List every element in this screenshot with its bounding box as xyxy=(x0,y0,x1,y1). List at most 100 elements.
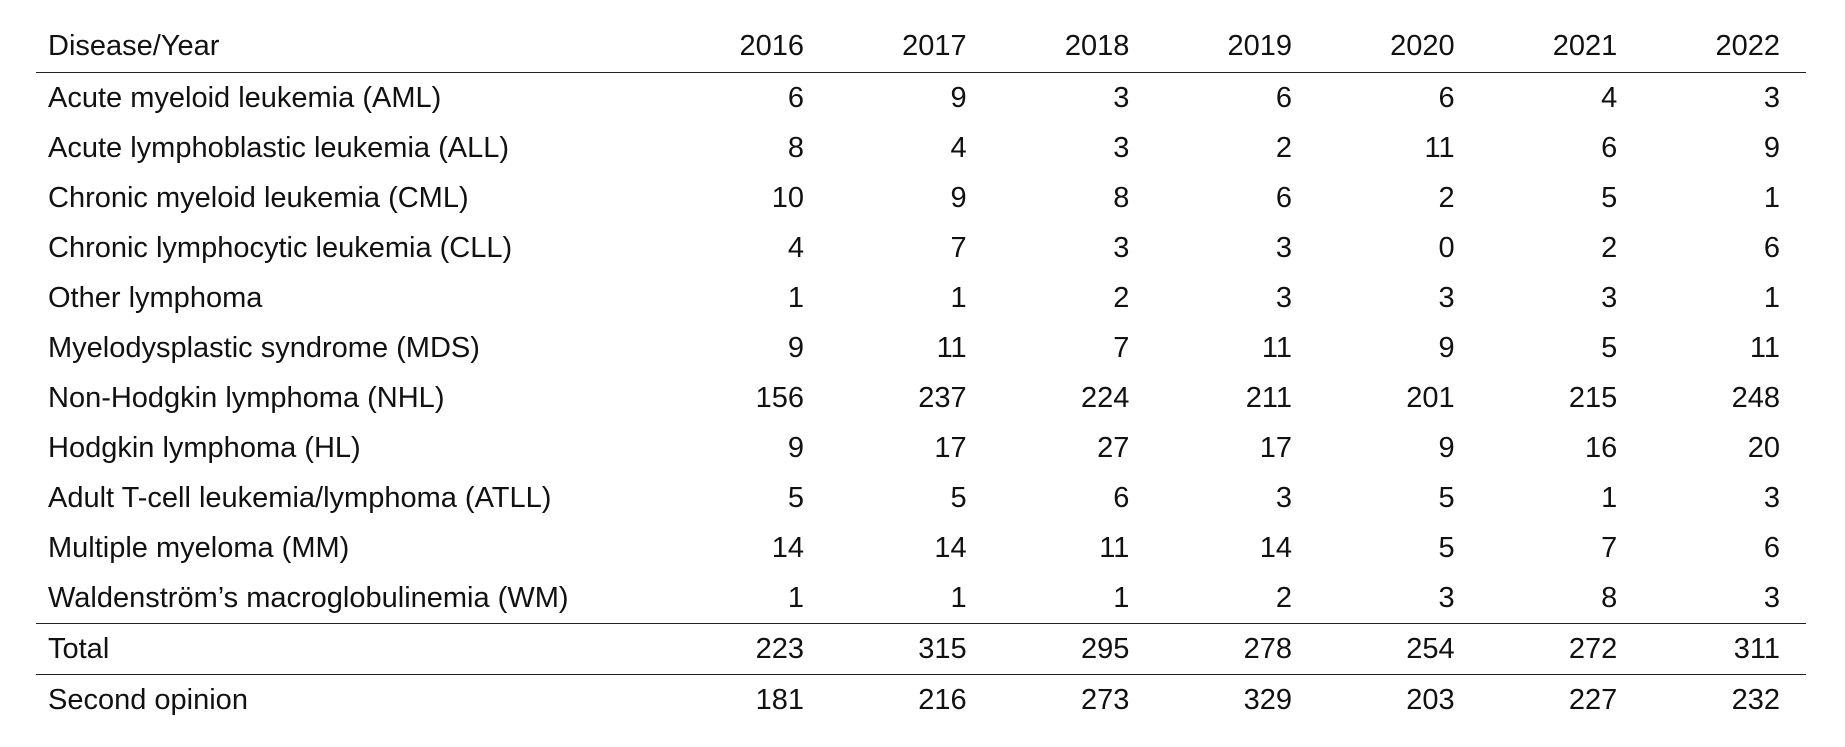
header-year: 2019 xyxy=(1155,20,1318,73)
table-body: Acute myeloid leukemia (AML) 6 9 3 6 6 4 3 Acute… xyxy=(36,73,1806,624)
case-count-cell: 4 xyxy=(950,132,967,164)
case-count-cell: 1 xyxy=(787,282,805,314)
case-count-cell: 11 xyxy=(1749,332,1780,364)
case-count-cell: 6 xyxy=(1438,82,1455,114)
total-value: 254 xyxy=(1318,623,1481,675)
disease-label: Multiple myeloma (MM) xyxy=(48,532,350,564)
case-count-cell: 3 xyxy=(1113,232,1130,264)
case-count-cell: 7 xyxy=(1113,332,1130,364)
case-count-cell: 6 xyxy=(1763,532,1780,564)
table-row: Hodgkin lymphoma (HL) 9 17 27 17 9 16 20 xyxy=(36,423,1806,473)
total-row: Total 223 315 295 278 254 272 311 xyxy=(36,623,1806,675)
total-value: 315 xyxy=(830,623,993,675)
total-label: Total xyxy=(36,623,668,675)
case-count-cell: 1 xyxy=(950,282,967,314)
case-count-cell: 10 xyxy=(771,182,805,214)
disease-label: Adult T-cell leukemia/lymphoma (ATLL) xyxy=(48,482,552,514)
total-value: 295 xyxy=(992,623,1156,675)
table-row: Myelodysplastic syndrome (MDS) 9 11 7 11 9 5 11 xyxy=(36,323,1806,373)
table-row: Waldenström’s macroglobulinemia (WM) 1 1 1 2… xyxy=(36,573,1806,624)
case-count-cell: 14 xyxy=(934,532,967,564)
table-row: Multiple myeloma (MM) 14 14 11 14 5 7 6 xyxy=(36,523,1806,573)
case-count-cell: 2 xyxy=(1601,232,1618,264)
case-count-cell: 7 xyxy=(950,232,967,264)
table-row: Non-Hodgkin lymphoma (NHL) 156 237 224 211 20… xyxy=(36,373,1806,423)
case-count-cell: 1 xyxy=(1601,482,1618,514)
case-count-cell: 5 xyxy=(1438,532,1455,564)
case-count-cell: 1 xyxy=(787,582,805,614)
case-count-cell: 3 xyxy=(1275,282,1292,314)
disease-label: Other lymphoma xyxy=(48,282,263,314)
case-count-cell: 1 xyxy=(1113,582,1130,614)
case-count-cell: 7 xyxy=(1601,532,1618,564)
disease-label: Chronic lymphocytic leukemia (CLL) xyxy=(48,232,513,264)
disease-label: Hodgkin lymphoma (HL) xyxy=(48,432,361,464)
header-year: 2017 xyxy=(830,20,993,73)
second-opinion-label: Second opinion xyxy=(36,674,668,725)
second-opinion-value: 203 xyxy=(1318,674,1481,725)
second-opinion-value: 273 xyxy=(992,674,1156,725)
table-row: Other lymphoma 1 1 2 3 3 3 1 xyxy=(36,273,1806,323)
disease-label: Waldenström’s macroglobulinemia (WM) xyxy=(48,582,569,614)
header-year: 2018 xyxy=(992,20,1156,73)
case-count-cell: 6 xyxy=(1763,232,1780,264)
table-footer: Total 223 315 295 278 254 272 311 Second… xyxy=(36,623,1806,725)
case-count-cell: 3 xyxy=(1763,482,1780,514)
case-count-cell: 1 xyxy=(1763,182,1780,214)
case-count-cell: 3 xyxy=(1438,282,1455,314)
case-count-cell: 3 xyxy=(1113,132,1130,164)
case-count-cell: 224 xyxy=(1080,382,1130,414)
header-year: 2021 xyxy=(1480,20,1644,73)
case-count-cell: 17 xyxy=(1259,432,1292,464)
case-count-cell: 5 xyxy=(950,482,967,514)
header-row: Disease/Year 2016 2017 2018 2019 2020 20… xyxy=(36,20,1806,73)
case-count-cell: 11 xyxy=(1424,132,1455,164)
case-count-cell: 8 xyxy=(1601,582,1618,614)
header-label: Disease/Year xyxy=(36,20,668,73)
case-count-cell: 211 xyxy=(1245,382,1292,414)
case-count-cell: 11 xyxy=(1261,332,1292,364)
case-count-cell: 3 xyxy=(1275,232,1292,264)
second-opinion-row: Second opinion 181 216 273 329 203 227 2… xyxy=(36,674,1806,725)
case-count-cell: 5 xyxy=(1438,482,1455,514)
case-count-cell: 9 xyxy=(787,432,805,464)
disease-year-table-container: Disease/Year 2016 2017 2018 2019 2020 20… xyxy=(36,20,1806,725)
case-count-cell: 4 xyxy=(787,232,805,264)
case-count-cell: 9 xyxy=(1438,332,1455,364)
case-count-cell: 2 xyxy=(1275,132,1292,164)
case-count-cell: 6 xyxy=(787,82,805,114)
table-row: Adult T-cell leukemia/lymphoma (ATLL) 5 5 6… xyxy=(36,473,1806,523)
table-row: Chronic myeloid leukemia (CML) 10 9 8 6 2 5 1 xyxy=(36,173,1806,223)
case-count-cell: 201 xyxy=(1406,382,1455,414)
header-year: 2016 xyxy=(667,20,831,73)
case-count-cell: 6 xyxy=(1275,82,1292,114)
case-count-cell: 17 xyxy=(934,432,967,464)
case-count-cell: 1 xyxy=(1763,282,1780,314)
case-count-cell: 9 xyxy=(1763,132,1780,164)
table-row: Acute lymphoblastic leukemia (ALL) 8 4 3 2 11… xyxy=(36,123,1806,173)
case-count-cell: 248 xyxy=(1731,382,1780,414)
case-count-cell: 5 xyxy=(787,482,805,514)
case-count-cell: 156 xyxy=(755,382,805,414)
disease-label: Myelodysplastic syndrome (MDS) xyxy=(48,332,480,364)
second-opinion-value: 232 xyxy=(1643,674,1806,725)
case-count-cell: 2 xyxy=(1113,282,1130,314)
case-count-cell: 14 xyxy=(771,532,805,564)
case-count-cell: 3 xyxy=(1763,582,1780,614)
case-count-cell: 8 xyxy=(787,132,805,164)
case-count-cell: 6 xyxy=(1113,482,1130,514)
disease-label: Chronic myeloid leukemia (CML) xyxy=(48,182,469,214)
table-row: Chronic lymphocytic leukemia (CLL) 4 7 3 3 0 2… xyxy=(36,223,1806,273)
second-opinion-value: 227 xyxy=(1480,674,1644,725)
case-count-cell: 0 xyxy=(1438,232,1455,264)
case-count-cell: 27 xyxy=(1097,432,1130,464)
case-count-cell: 3 xyxy=(1438,582,1455,614)
disease-year-table: Disease/Year 2016 2017 2018 2019 2020 20… xyxy=(36,20,1806,725)
total-value: 311 xyxy=(1643,623,1806,675)
disease-label: Acute lymphoblastic leukemia (ALL) xyxy=(48,132,509,164)
case-count-cell: 9 xyxy=(950,82,967,114)
second-opinion-value: 181 xyxy=(667,674,831,725)
case-count-cell: 20 xyxy=(1747,432,1780,464)
header-year: 2022 xyxy=(1643,20,1806,73)
case-count-cell: 11 xyxy=(936,332,967,364)
